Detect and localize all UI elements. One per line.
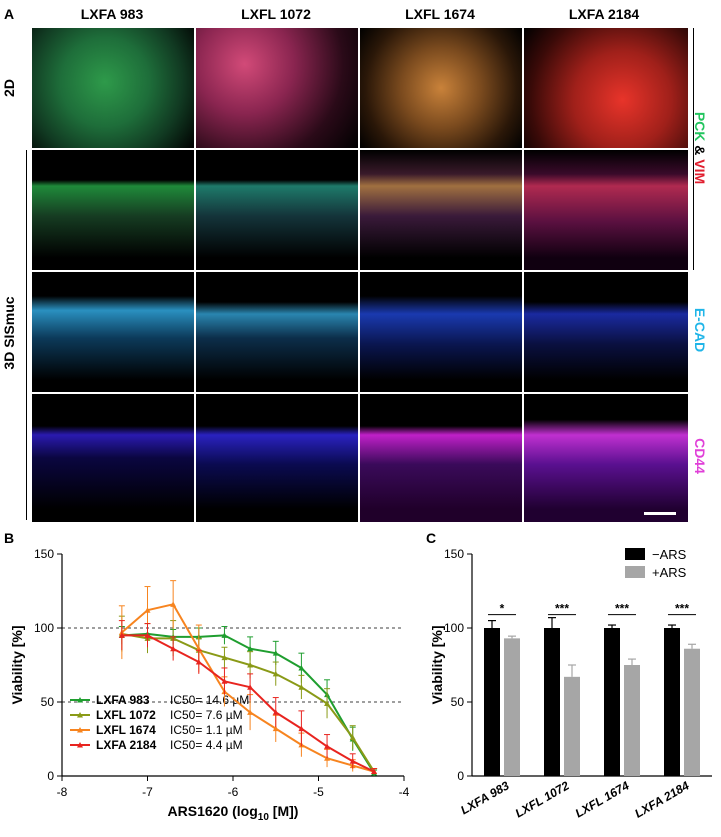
micrograph-3d-cd44-lxfl1072 [196,394,358,522]
y-tick-label: 100 [444,621,464,635]
series-lxfa-2184: LXFA 2184 IC50= 4.4 µM [70,620,378,775]
bar [604,628,620,776]
stain-bracket [693,28,694,270]
micrograph-3d-ecad-lxfa983 [32,272,194,392]
legend-ic50: IC50= 14.6 µM [170,693,249,707]
stain-pck: PCK [692,111,708,142]
x-axis-title-subscript: 10 [258,812,270,823]
stain-label-cd44: CD44 [692,438,708,474]
bar [624,665,640,776]
micrograph-2d-lxfa2184 [524,28,688,148]
y-tick-label: 50 [451,695,465,709]
stain-amp: & [692,141,708,160]
legend-swatch [625,566,645,578]
legend-marker [77,712,83,718]
y-tick-label: 150 [34,547,54,561]
micrograph-2d-lxfl1072 [196,28,358,148]
category-label: LXFA 2184 [632,778,691,820]
stain-vim: VIM [692,159,708,185]
x-tick-label: -6 [228,785,239,799]
bar [684,648,700,776]
y-tick-label: 0 [457,769,464,783]
legend-label: LXFL 1674 [96,723,156,737]
micrograph-3d-pck-lxfl1072 [196,150,358,270]
y-tick-label: 50 [41,695,55,709]
significance-label: *** [615,602,629,616]
significance-label: * [500,602,505,616]
x-tick-label: -7 [142,785,153,799]
y-tick-label: 150 [444,547,464,561]
fit-curve [121,632,375,774]
bar [544,628,560,776]
micrograph-3d-cd44-lxfa2184 [524,394,688,522]
y-tick-label: 100 [34,621,54,635]
category-label: LXFL 1072 [513,778,572,820]
micrograph-3d-cd44-lxfl1674 [360,394,522,522]
y-axis-title: Viability [%] [429,625,445,704]
dose-response-chart: 0 50 100 150 -8 -7 -6 -5 -4 ARS1620 (log10 [M]) Vi… [9,547,410,823]
significance-label: *** [675,602,689,616]
column-header: LXFA 983 [80,6,144,22]
micrograph-2d-lxfa983 [32,28,194,148]
column-header: LXFA 2184 [568,6,640,22]
scale-bar [644,512,676,515]
y-axis-title: Viability [%] [9,625,25,704]
micrograph-grid [32,28,688,522]
fit-curve [121,603,375,773]
bar [504,638,520,776]
legend-label: −ARS [652,547,687,562]
category-label: LXFA 983 [458,778,512,817]
column-header: LXFL 1674 [405,6,475,22]
series-lxfa-983: LXFA 983 IC50= 14.6 µM [70,623,378,776]
panel-b-letter: B [4,530,15,546]
data-point [118,632,125,638]
x-tick-label: -4 [399,785,410,799]
row-label-2d: 2D [1,79,17,97]
panel-a-letter: A [4,6,15,22]
bar [484,628,500,776]
fit-curve [121,632,375,773]
fit-curve [121,634,375,773]
y-tick-label: 0 [47,769,54,783]
category-label: LXFL 1674 [573,778,632,820]
stain-label-ecad: E-CAD [692,307,708,353]
panel-c-letter: C [426,530,437,546]
legend-label: LXFA 2184 [96,738,157,752]
legend-ic50: IC50= 7.6 µM [170,708,243,722]
micrograph-2d-lxfl1674 [360,28,522,148]
legend-label: LXFA 983 [96,693,150,707]
micrograph-3d-pck-lxfl1674 [360,150,522,270]
micrograph-3d-ecad-lxfl1072 [196,272,358,392]
bar [664,628,680,776]
legend-ic50: IC50= 1.1 µM [170,723,243,737]
legend-ic50: IC50= 4.4 µM [170,738,243,752]
micrograph-3d-ecad-lxfl1674 [360,272,522,392]
legend-marker [77,727,83,733]
x-tick-label: -5 [313,785,324,799]
legend-marker [77,697,83,703]
x-axis-title: ARS1620 (log10 [M]) [168,803,299,823]
column-header: LXFL 1072 [241,6,311,22]
micrograph-3d-ecad-lxfa2184 [524,272,688,392]
bar [564,676,580,776]
micrograph-3d-pck-lxfa2184 [524,150,688,270]
micrograph-3d-cd44-lxfa983 [32,394,194,522]
significance-label: *** [555,602,569,616]
legend-label: +ARS [652,565,687,580]
row-bracket-3d [26,150,27,520]
stain-label-pck-vim: PCK & VIM [692,98,708,198]
row-label-3d: 3D SISmuc [1,296,17,370]
legend-marker [77,742,83,748]
legend-label: LXFL 1072 [96,708,156,722]
legend-swatch [625,548,645,560]
x-tick-label: -8 [57,785,68,799]
micrograph-3d-pck-lxfa983 [32,150,194,270]
x-axis-title-unit: [M]) [269,803,299,819]
viability-bar-chart: 0 50 100 150 Viability [%] * LXFA 983 *** LXFL 1… [429,547,712,821]
